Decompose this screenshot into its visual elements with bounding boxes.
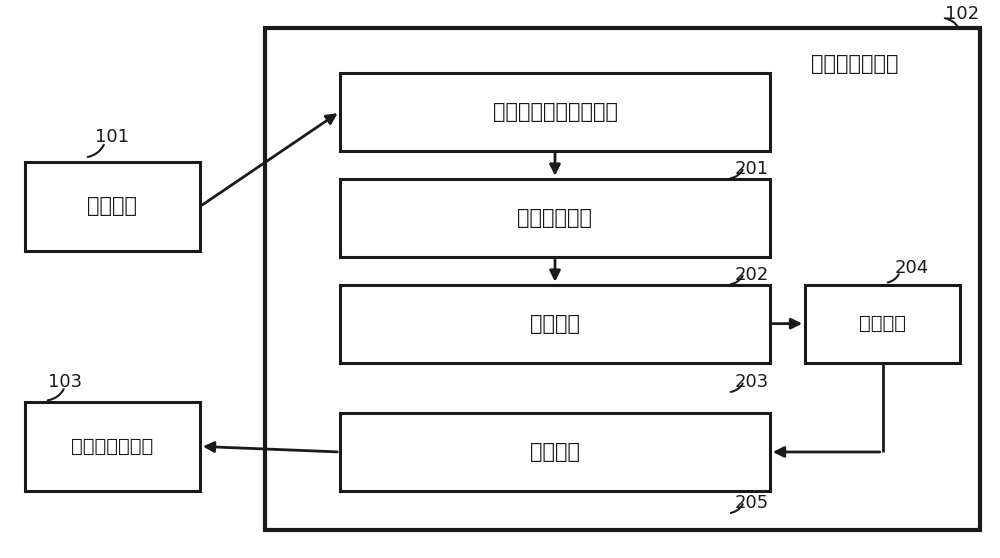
Text: 202: 202 (735, 266, 769, 283)
Text: 205: 205 (735, 494, 769, 512)
FancyBboxPatch shape (340, 285, 770, 363)
Text: 102: 102 (945, 5, 979, 23)
FancyBboxPatch shape (340, 179, 770, 257)
Text: 污垢区域信息取得单元: 污垢区域信息取得单元 (492, 102, 618, 122)
Text: 101: 101 (95, 128, 129, 146)
Text: 结合单元: 结合单元 (530, 314, 580, 334)
Text: 固定物通知装置: 固定物通知装置 (71, 437, 154, 456)
Text: 固定物检测单元: 固定物检测单元 (811, 54, 899, 74)
Text: 拍摄装置: 拍摄装置 (88, 196, 138, 217)
FancyBboxPatch shape (805, 285, 960, 363)
Text: 204: 204 (895, 259, 929, 277)
Text: 201: 201 (735, 160, 769, 177)
Text: 203: 203 (735, 373, 769, 391)
Text: 存储单元: 存储单元 (859, 314, 906, 333)
Text: 观测单元: 观测单元 (530, 442, 580, 462)
FancyBboxPatch shape (340, 73, 770, 151)
FancyBboxPatch shape (25, 162, 200, 251)
FancyBboxPatch shape (265, 28, 980, 530)
FancyBboxPatch shape (25, 402, 200, 491)
Text: 距离算出单元: 距离算出单元 (518, 208, 592, 228)
FancyBboxPatch shape (340, 413, 770, 491)
Text: 103: 103 (48, 373, 82, 391)
